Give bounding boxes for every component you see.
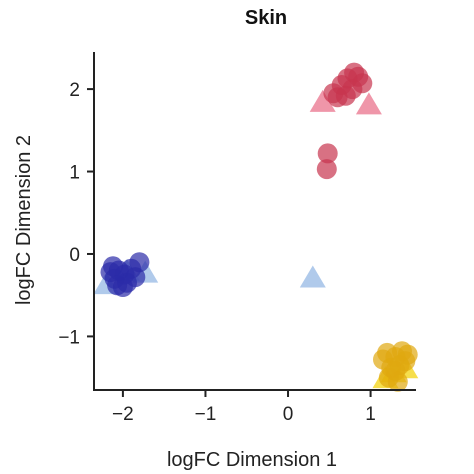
x-tick-label-2: 0 xyxy=(283,404,294,425)
data-points xyxy=(93,62,419,392)
y-tick-label-1: 0 xyxy=(69,245,80,266)
series-2 xyxy=(316,62,373,180)
point-circle-0-9 xyxy=(129,252,150,273)
point-circle-2-7 xyxy=(335,85,356,106)
series-4 xyxy=(373,341,418,392)
point-triangle-1-2 xyxy=(299,265,326,288)
point-circle-2-8 xyxy=(348,66,369,87)
point-circle-4-9 xyxy=(387,371,408,392)
x-axis-label: logFC Dimension 1 xyxy=(167,449,337,471)
y-tick-label-3: 2 xyxy=(69,80,80,101)
point-circle-2-10 xyxy=(316,159,337,180)
point-circle-0-10 xyxy=(103,256,123,277)
y-tick-label-2: 1 xyxy=(69,163,80,184)
chart-title: Skin xyxy=(245,7,287,29)
y-axis-label: logFC Dimension 2 xyxy=(13,135,35,305)
x-tick-label-0: −2 xyxy=(112,404,134,425)
point-circle-4-10 xyxy=(397,344,418,365)
point-triangle-3-0 xyxy=(309,89,336,112)
point-circle-0-8 xyxy=(107,275,128,296)
point-circle-2-9 xyxy=(317,143,338,164)
x-tick-label-3: 1 xyxy=(365,404,376,425)
point-triangle-3-1 xyxy=(355,92,382,115)
x-tick-label-1: −1 xyxy=(195,404,217,425)
series-0 xyxy=(100,252,150,297)
series-3 xyxy=(309,89,382,115)
y-tick-label-0: −1 xyxy=(58,327,80,348)
axis-ticks: −2 −1 0 1 −1 0 1 2 xyxy=(58,80,376,425)
